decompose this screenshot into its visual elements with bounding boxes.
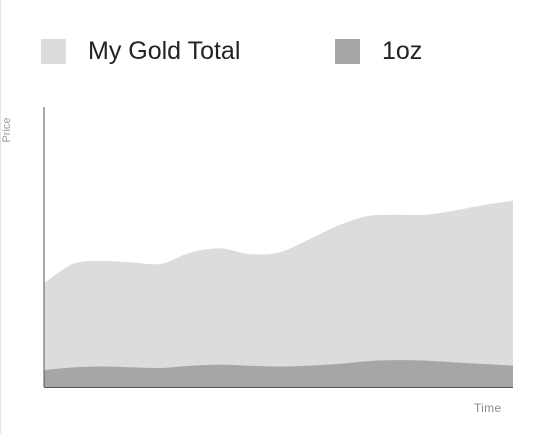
x-axis-label: Time (474, 401, 502, 415)
legend-label-1oz: 1oz (382, 37, 423, 65)
page-left-rule (0, 0, 1, 434)
legend-label-my-gold-total: My Gold Total (88, 37, 241, 65)
legend-swatch-my-gold-total (41, 39, 66, 64)
area-series-1oz (44, 360, 513, 387)
area-series-my-gold-total (44, 200, 513, 387)
legend-swatch-1oz (335, 39, 360, 64)
